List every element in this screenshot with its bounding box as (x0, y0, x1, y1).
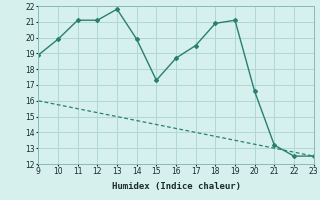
X-axis label: Humidex (Indice chaleur): Humidex (Indice chaleur) (111, 182, 241, 191)
